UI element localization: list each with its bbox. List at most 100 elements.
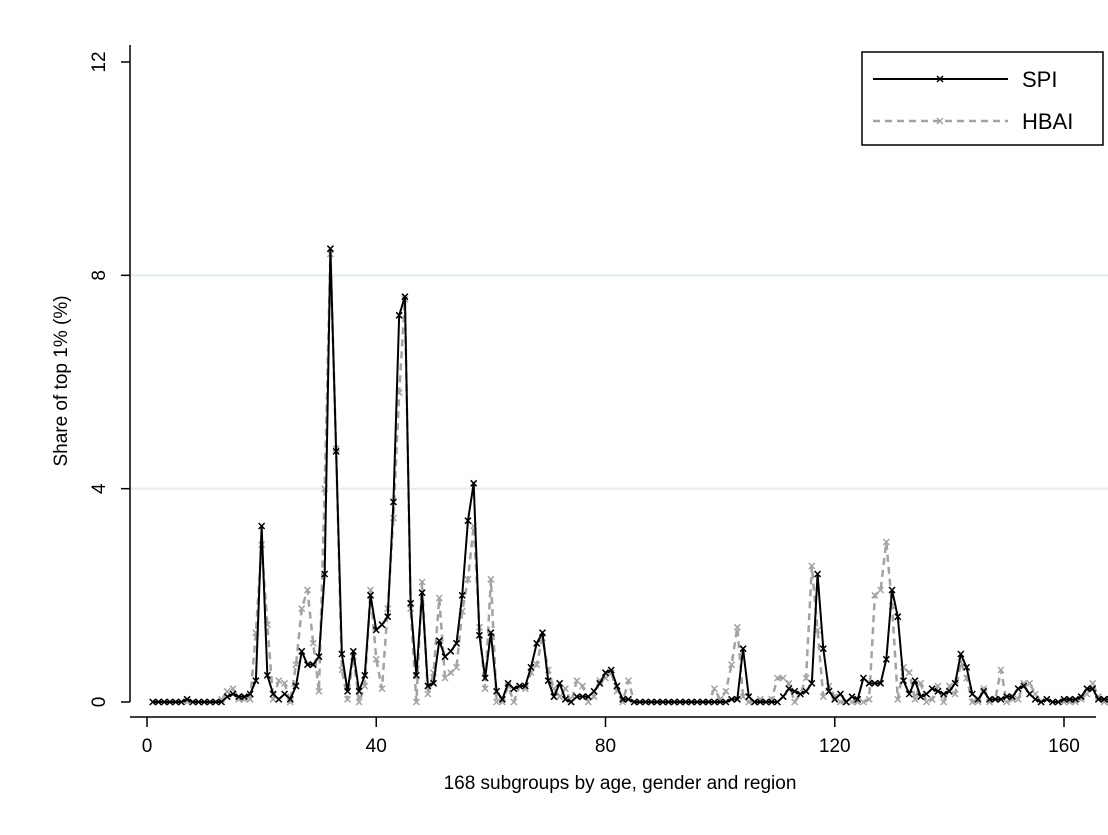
data-point <box>722 698 730 706</box>
data-point <box>366 591 375 599</box>
data-point <box>183 695 191 703</box>
data-point <box>750 698 759 706</box>
data-point <box>246 695 254 703</box>
data-point <box>980 687 988 695</box>
data-point <box>412 671 420 679</box>
data-point <box>624 695 632 703</box>
data-point <box>309 639 317 647</box>
series-layer <box>149 245 1108 706</box>
data-point <box>745 693 753 701</box>
data-point <box>573 693 581 701</box>
data-point <box>384 613 392 621</box>
data-point <box>223 687 231 695</box>
data-point <box>733 695 741 703</box>
data-point <box>315 687 323 695</box>
data-point <box>561 685 569 693</box>
data-point <box>963 663 971 671</box>
data-point <box>309 661 317 669</box>
data-point <box>200 698 208 706</box>
data-point <box>951 679 959 687</box>
data-point <box>894 613 902 621</box>
data-point <box>756 698 764 706</box>
y-tick-label: 12 <box>89 51 110 72</box>
data-point <box>538 629 546 637</box>
data-point <box>424 682 432 690</box>
data-point <box>550 693 558 701</box>
data-point <box>630 698 638 706</box>
data-point <box>229 690 237 698</box>
data-point <box>722 687 730 695</box>
data-point <box>206 698 214 706</box>
data-point <box>905 669 913 677</box>
data-point <box>447 647 455 655</box>
data-point <box>418 578 426 586</box>
data-point <box>166 698 174 706</box>
data-point <box>303 661 312 669</box>
legend-marker-hbai <box>936 117 944 125</box>
data-point <box>728 695 736 703</box>
data-point <box>1049 698 1057 706</box>
data-point <box>418 589 426 597</box>
data-point <box>636 698 644 706</box>
data-point <box>223 693 231 701</box>
data-point <box>974 698 982 706</box>
data-point <box>315 653 323 661</box>
data-point <box>378 685 386 693</box>
y-tick-label: 0 <box>89 697 110 708</box>
data-point <box>579 682 587 690</box>
data-point <box>395 311 403 319</box>
data-point <box>584 698 592 706</box>
data-point <box>470 479 478 487</box>
data-point <box>676 698 684 706</box>
data-point <box>361 682 369 690</box>
data-point <box>836 690 845 698</box>
data-point <box>235 693 243 701</box>
data-point <box>1020 682 1028 690</box>
data-point <box>945 687 953 695</box>
data-point <box>607 666 615 674</box>
data-point <box>814 570 822 578</box>
data-point <box>934 687 942 695</box>
data-point <box>831 695 839 703</box>
data-point <box>1054 698 1062 706</box>
data-point <box>917 693 925 701</box>
data-point <box>1003 693 1011 701</box>
data-point <box>481 674 489 682</box>
data-point <box>877 586 885 594</box>
data-point <box>217 698 226 706</box>
data-point <box>533 661 541 669</box>
data-point <box>504 679 512 687</box>
data-point <box>401 293 409 301</box>
data-point <box>154 698 162 706</box>
y-axis-title: Share of top 1% (%) <box>51 295 72 466</box>
data-point <box>791 698 799 706</box>
data-point <box>619 695 627 703</box>
legend-box <box>861 51 1104 146</box>
data-point <box>871 591 879 599</box>
data-point <box>974 695 982 703</box>
data-point <box>189 698 197 706</box>
series-spi <box>149 245 1108 706</box>
data-point <box>556 693 564 701</box>
data-point <box>372 626 380 634</box>
data-point <box>1071 695 1079 703</box>
data-point <box>303 586 312 594</box>
data-point <box>647 698 655 706</box>
data-point <box>561 695 569 703</box>
data-point <box>458 591 466 599</box>
data-point <box>773 674 781 682</box>
data-point <box>808 562 816 570</box>
data-point <box>1100 695 1108 703</box>
data-point <box>516 682 524 690</box>
data-point <box>928 695 936 703</box>
data-point <box>802 674 810 682</box>
data-point <box>928 685 936 693</box>
data-point <box>865 695 873 703</box>
legend-label-hbai: HBAI <box>1022 109 1073 134</box>
data-point <box>1094 695 1102 703</box>
data-point <box>441 653 449 661</box>
data-point <box>579 693 587 701</box>
data-point <box>693 698 701 706</box>
data-point <box>613 682 621 690</box>
data-point <box>871 679 879 687</box>
